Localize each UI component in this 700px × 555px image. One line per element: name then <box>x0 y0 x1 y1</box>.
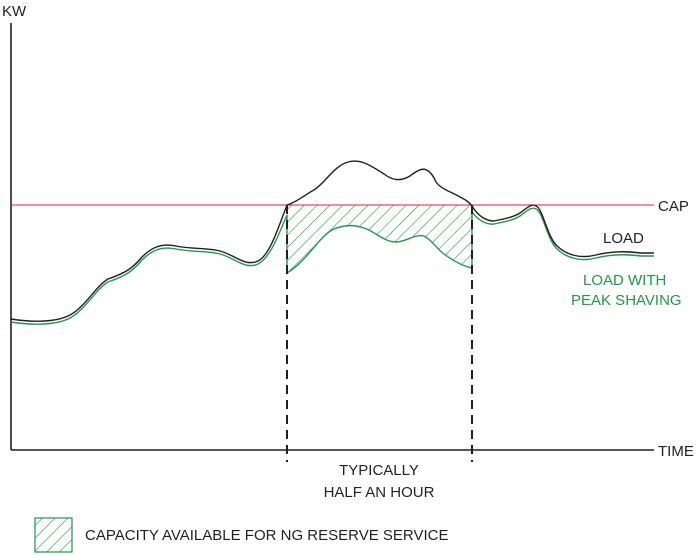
peak-shaving-label-line2: PEAK SHAVING <box>571 292 682 309</box>
load-label: LOAD <box>603 230 644 247</box>
duration-label-line2: HALF AN HOUR <box>324 484 435 501</box>
duration-label-line1: TYPICALLY <box>339 462 419 479</box>
legend-swatch <box>34 517 73 553</box>
cap-label: CAP <box>658 198 689 215</box>
peak-shaving-curve <box>10 207 654 325</box>
x-axis-label: TIME <box>658 443 694 460</box>
load-curve <box>10 160 654 322</box>
legend-label: CAPACITY AVAILABLE FOR NG RESERVE SERVIC… <box>85 527 448 544</box>
peak-shaving-label-line1: LOAD WITH <box>583 272 666 289</box>
reserve-capacity-region <box>287 205 472 273</box>
y-axis-label: KW <box>2 3 27 20</box>
